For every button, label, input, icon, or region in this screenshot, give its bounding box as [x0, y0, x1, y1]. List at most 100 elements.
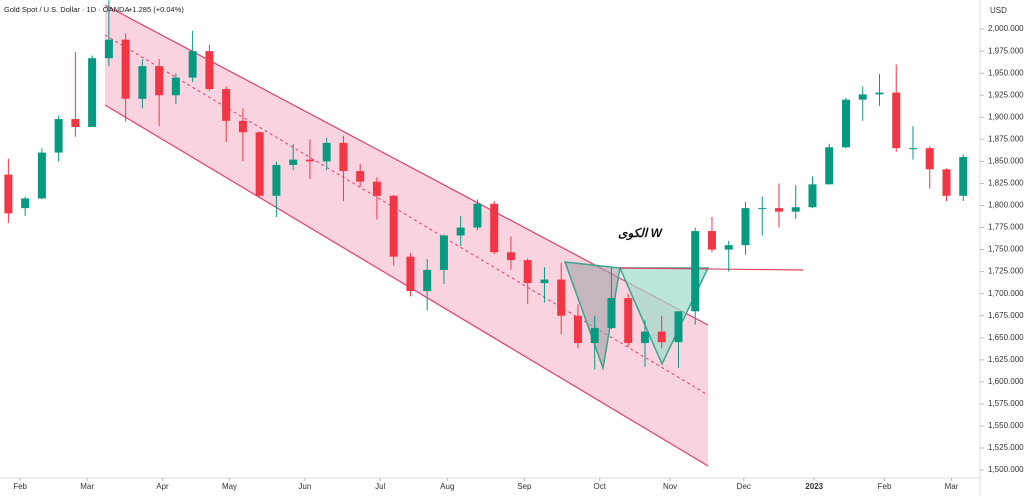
- y-tick-label: 2,000.000: [988, 24, 1024, 33]
- candle-body: [372, 181, 381, 196]
- y-tick-label: 1,975.000: [988, 46, 1024, 55]
- x-tick-label: Jul: [375, 482, 385, 491]
- candle-body: [908, 148, 917, 150]
- candle-body: [607, 298, 616, 329]
- y-tick-label: 1,650.000: [988, 333, 1024, 342]
- candle-body: [205, 51, 214, 90]
- channel: [105, 5, 708, 466]
- y-tick-label: 1,950.000: [988, 68, 1024, 77]
- y-tick-label: 1,775.000: [988, 223, 1024, 232]
- candle-body: [171, 77, 180, 96]
- candle-body: [238, 120, 247, 133]
- candle-body: [389, 195, 398, 257]
- candle-body: [942, 169, 951, 196]
- candle-body: [741, 208, 750, 246]
- x-tick-label: Aug: [440, 482, 454, 491]
- chart-title: Gold Spot / U.S. Dollar · 1D · OANDA: [4, 5, 129, 14]
- candle-body: [841, 99, 850, 148]
- candle-body: [724, 245, 733, 250]
- candle-body: [305, 159, 314, 162]
- candle-body: [540, 279, 549, 284]
- y-tick-label: 1,700.000: [988, 289, 1024, 298]
- candle-body: [640, 331, 649, 344]
- y-tick-label: 1,725.000: [988, 267, 1024, 276]
- candle-body: [456, 227, 465, 236]
- y-tick-label: 1,575.000: [988, 399, 1024, 408]
- y-tick-label: 1,500.000: [988, 465, 1024, 474]
- candle-body: [272, 164, 281, 196]
- x-tick-label: Nov: [663, 482, 677, 491]
- candle-body: [439, 235, 448, 270]
- candle-body: [155, 66, 164, 96]
- candle-body: [188, 51, 197, 78]
- y-tick-label: 1,800.000: [988, 201, 1024, 210]
- candle-body: [121, 39, 130, 99]
- candle-body: [21, 198, 30, 209]
- candle-body: [774, 208, 783, 212]
- candle-body: [657, 331, 666, 343]
- candle-body: [624, 298, 633, 344]
- candle-body: [406, 256, 415, 292]
- candle-body: [54, 119, 63, 153]
- candle-body: [674, 311, 683, 343]
- x-tick-label: Feb: [878, 482, 892, 491]
- x-tick-label: Sep: [517, 482, 532, 491]
- x-tick-label: Mar: [945, 482, 959, 491]
- y-tick-label: 1,850.000: [988, 157, 1024, 166]
- candle-body: [88, 58, 97, 127]
- x-tick-label: Jun: [298, 482, 311, 491]
- candle-body: [490, 203, 499, 253]
- candle-body: [925, 148, 934, 170]
- candle-body: [423, 269, 432, 292]
- candle-body: [573, 315, 582, 344]
- candle-body: [37, 152, 46, 199]
- y-tick-label: 1,875.000: [988, 134, 1024, 143]
- candle-body: [791, 207, 800, 212]
- y-tick-label: 1,900.000: [988, 112, 1024, 121]
- y-tick-label: 1,750.000: [988, 245, 1024, 254]
- x-tick-label: Dec: [737, 482, 751, 491]
- candle-body: [255, 132, 264, 196]
- candle-body: [322, 142, 331, 162]
- candle-body: [691, 231, 700, 312]
- y-tick-label: 1,925.000: [988, 90, 1024, 99]
- candle-body: [473, 203, 482, 228]
- candle-body: [506, 252, 515, 261]
- y-tick-label: 1,600.000: [988, 377, 1024, 386]
- candle-body: [104, 39, 113, 59]
- neckline: [619, 267, 804, 271]
- candle-body: [557, 279, 566, 316]
- candle-body: [289, 159, 298, 165]
- candle-body: [523, 260, 532, 284]
- x-tick-label: 2023: [805, 482, 823, 491]
- x-tick-label: May: [222, 482, 237, 491]
- candle-body: [825, 147, 834, 185]
- candle-body: [590, 328, 599, 344]
- x-tick-label: Apr: [156, 482, 169, 491]
- candle-body: [875, 92, 884, 95]
- y-tick-label: 1,675.000: [988, 311, 1024, 320]
- drawings: [104, 4, 804, 467]
- currency: USD: [990, 6, 1007, 15]
- annotation: الکوی W: [618, 226, 664, 241]
- y-tick-label: 1,550.000: [988, 421, 1024, 430]
- y-tick-label: 1,825.000: [988, 179, 1024, 188]
- candle-body: [808, 184, 817, 208]
- x-tick-label: Mar: [80, 482, 94, 491]
- candle-body: [138, 66, 147, 99]
- change: +1.285 (+0.04%): [128, 5, 184, 14]
- candle-body: [892, 92, 901, 149]
- y-tick-label: 1,525.000: [988, 443, 1024, 452]
- candle-body: [71, 119, 80, 127]
- candle-body: [758, 208, 767, 210]
- candle-body: [339, 142, 348, 172]
- y-tick-label: 1,625.000: [988, 355, 1024, 364]
- candle-body: [356, 171, 365, 182]
- candle-body: [707, 231, 716, 250]
- x-tick-label: Feb: [13, 482, 27, 491]
- candle-body: [4, 174, 13, 214]
- candle-body: [222, 89, 231, 121]
- candle-body: [858, 94, 867, 100]
- candle-body: [959, 156, 968, 196]
